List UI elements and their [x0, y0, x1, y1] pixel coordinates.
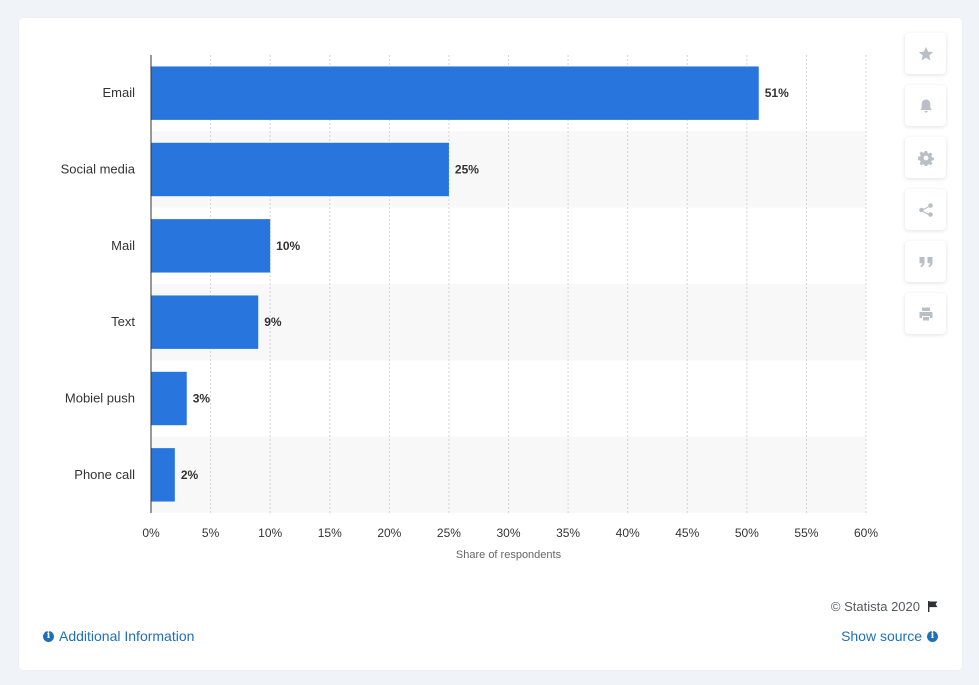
print-button[interactable] — [905, 293, 946, 334]
x-tick-label: 25% — [437, 526, 461, 540]
side-toolbar — [905, 33, 946, 345]
x-tick-label: 5% — [202, 526, 220, 540]
additional-information-label: Additional Information — [59, 628, 195, 644]
category-labels: Email Social media Mail Text Mobiel push Phon… — [61, 85, 136, 482]
notification-button[interactable] — [905, 85, 946, 126]
quote-icon — [919, 256, 932, 267]
settings-button[interactable] — [905, 137, 946, 178]
bars — [151, 66, 759, 502]
bell-icon — [919, 99, 932, 113]
info-icon: i — [43, 630, 54, 642]
bar — [151, 142, 449, 197]
star-icon — [918, 46, 933, 60]
favorite-button[interactable] — [905, 33, 946, 74]
x-tick-label: 30% — [496, 526, 520, 540]
category-label: Mobiel push — [65, 391, 135, 406]
x-tick-label: 60% — [854, 526, 878, 540]
x-tick-label: 20% — [377, 526, 401, 540]
show-source-link[interactable]: Show source i — [841, 628, 938, 644]
category-label: Phone call — [74, 467, 135, 482]
data-label: 2% — [181, 468, 199, 482]
x-tick-label: 50% — [735, 526, 759, 540]
data-label: 10% — [276, 239, 300, 253]
x-tick-label: 40% — [616, 526, 640, 540]
category-label: Mail — [111, 238, 135, 253]
info-icon: i — [927, 630, 938, 642]
share-icon — [918, 202, 933, 217]
category-label: Email — [102, 85, 135, 100]
category-label: Text — [111, 314, 135, 329]
print-icon — [919, 307, 932, 320]
gridlines — [210, 55, 867, 513]
credit-text: © Statista 2020 — [830, 599, 920, 614]
copyright-credit: © Statista 2020 — [831, 599, 939, 614]
x-tick-label: 35% — [556, 526, 580, 540]
data-label: 9% — [264, 315, 282, 329]
bar — [151, 66, 759, 120]
x-tick-labels: 0% 5% 10% 15% 20% 25% 30% 35% 40% 45% 50% 55% 60% — [142, 526, 878, 540]
bar — [151, 371, 187, 426]
additional-information-link[interactable]: i Additional Information — [43, 628, 194, 644]
flag-icon[interactable] — [926, 600, 939, 613]
x-tick-label: 45% — [675, 526, 699, 540]
x-axis-title: Share of respondents — [456, 549, 562, 561]
data-label: 51% — [765, 86, 789, 100]
x-tick-label: 55% — [794, 526, 818, 540]
show-source-label: Show source — [841, 628, 922, 644]
category-label: Social media — [61, 162, 136, 177]
bar — [151, 448, 175, 502]
bar — [151, 295, 259, 349]
cite-button[interactable] — [905, 241, 946, 282]
bar — [151, 219, 271, 273]
value-labels: 51% 25% 10% 9% 3% 2% — [181, 86, 789, 482]
x-tick-label: 10% — [258, 526, 282, 540]
x-tick-label: 15% — [318, 526, 342, 540]
share-button[interactable] — [905, 189, 946, 230]
data-label: 25% — [455, 163, 479, 177]
data-label: 3% — [193, 392, 211, 406]
gear-icon — [917, 150, 934, 166]
x-tick-label: 0% — [142, 526, 160, 540]
